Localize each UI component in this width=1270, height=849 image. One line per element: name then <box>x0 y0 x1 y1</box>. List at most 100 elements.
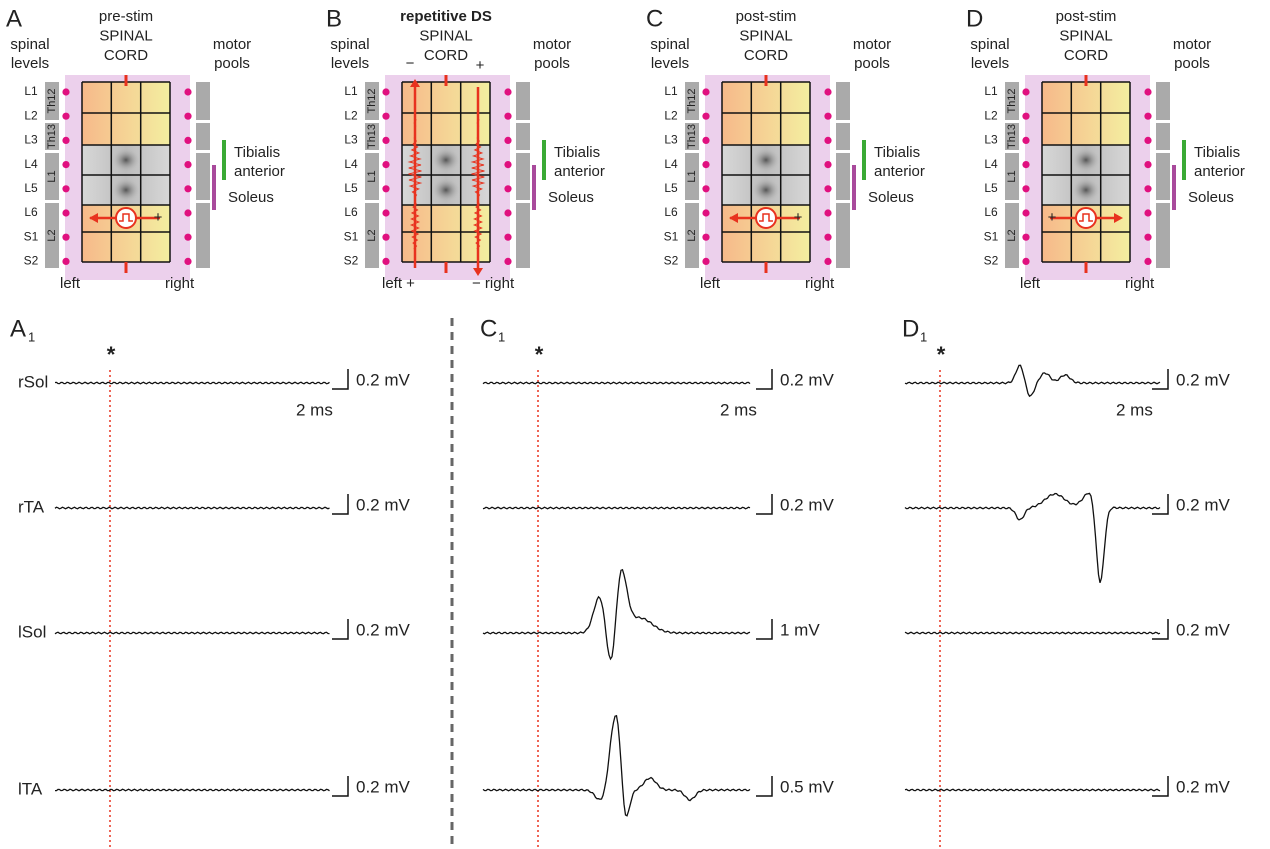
stim-arrow <box>410 79 420 87</box>
level-dot <box>1022 185 1030 193</box>
segment-label: L1 <box>46 170 58 182</box>
amplitude-scale: 0.2 mV <box>356 620 411 639</box>
level-dot <box>824 257 832 265</box>
level-dot <box>1144 136 1152 144</box>
side-label: spinal <box>650 36 689 53</box>
electrode-pole: + <box>154 209 163 226</box>
level-label: L3 <box>984 133 998 147</box>
segment-label: L1 <box>366 170 378 182</box>
electrode-pole: + <box>1048 209 1057 226</box>
segment-label: L2 <box>1006 229 1018 241</box>
pools-label: motor <box>213 36 251 53</box>
soleus-bar <box>1172 165 1176 210</box>
segment-box <box>1005 153 1019 200</box>
tibialis-label: Tibialis <box>554 144 600 161</box>
level-dot <box>382 233 390 241</box>
segment-label: Th12 <box>46 88 58 113</box>
pools-label: pools <box>534 55 570 72</box>
panel-title: repetitive DS <box>400 8 492 25</box>
level-dot <box>1022 233 1030 241</box>
level-dot <box>62 185 70 193</box>
stim-arrow <box>473 268 483 276</box>
level-dot <box>702 185 710 193</box>
level-label: L4 <box>664 157 678 171</box>
pools-label: motor <box>853 36 891 53</box>
level-dot <box>184 88 192 96</box>
scale-bar <box>332 776 349 797</box>
activity-blob <box>112 178 140 202</box>
soleus-bar <box>532 165 536 210</box>
level-dot <box>504 209 512 217</box>
grid-row <box>82 82 170 113</box>
segment-box <box>685 82 699 120</box>
time-scale: 2 ms <box>296 400 333 419</box>
left-label: left <box>700 275 721 292</box>
level-label: L4 <box>344 157 358 171</box>
time-scale: 2 ms <box>1116 400 1153 419</box>
panel-title: CORD <box>104 47 148 64</box>
grid-row <box>722 232 810 262</box>
level-dot <box>184 161 192 169</box>
pool-box <box>1156 153 1170 200</box>
level-dot <box>504 112 512 120</box>
panel-title: SPINAL <box>739 27 792 44</box>
level-dot <box>1144 88 1152 96</box>
level-dot <box>702 161 710 169</box>
emg-trace <box>55 788 330 792</box>
right-label: right <box>165 275 195 292</box>
level-dot <box>62 209 70 217</box>
level-dot <box>824 209 832 217</box>
pool-box <box>196 82 210 120</box>
segment-label: Th13 <box>46 124 58 149</box>
level-dot <box>1144 257 1152 265</box>
emg-trace <box>54 631 330 635</box>
level-label: S2 <box>24 254 39 268</box>
level-label: S1 <box>664 229 679 243</box>
row-label: rTA <box>18 497 45 516</box>
scale-bar <box>756 369 773 390</box>
segment-box <box>685 153 699 200</box>
segment-label: L1 <box>1006 170 1018 182</box>
scale-bar <box>1152 494 1169 515</box>
emg-trace <box>904 788 1161 792</box>
tibialis-bar <box>1182 140 1186 180</box>
pole: + <box>476 57 485 74</box>
soleus-label: Soleus <box>1188 189 1234 206</box>
level-dot <box>382 209 390 217</box>
row-label: lTA <box>18 779 43 798</box>
panel-letter: C <box>646 5 663 32</box>
segment-box <box>1005 203 1019 268</box>
segment-label: Th12 <box>686 88 698 113</box>
level-label: L1 <box>344 84 358 98</box>
level-dot <box>62 233 70 241</box>
emg-trace <box>54 506 330 510</box>
emg-trace <box>904 631 1161 635</box>
segment-box <box>685 203 699 268</box>
left-label: left + <box>382 275 415 292</box>
row-label: rSol <box>18 372 48 391</box>
level-label: S2 <box>664 254 679 268</box>
level-dot <box>184 233 192 241</box>
level-label: S1 <box>344 229 359 243</box>
level-dot <box>504 88 512 96</box>
level-dot <box>184 136 192 144</box>
segment-label: Th13 <box>1006 124 1018 149</box>
level-label: S2 <box>984 254 999 268</box>
right-label: − right <box>472 275 515 292</box>
side-label: levels <box>331 55 369 72</box>
level-dot <box>184 209 192 217</box>
segment-box <box>365 82 379 120</box>
pools-label: pools <box>854 55 890 72</box>
activity-blob <box>1072 148 1100 172</box>
amplitude-scale: 0.2 mV <box>1176 777 1231 796</box>
level-dot <box>62 112 70 120</box>
trace-panel-letter: C <box>480 315 497 342</box>
grid-row <box>722 82 810 113</box>
stim-marker: * <box>107 342 116 367</box>
side-label: levels <box>651 55 689 72</box>
emg-trace <box>482 381 751 385</box>
soleus-label: Soleus <box>228 189 274 206</box>
emg-trace <box>482 506 751 510</box>
